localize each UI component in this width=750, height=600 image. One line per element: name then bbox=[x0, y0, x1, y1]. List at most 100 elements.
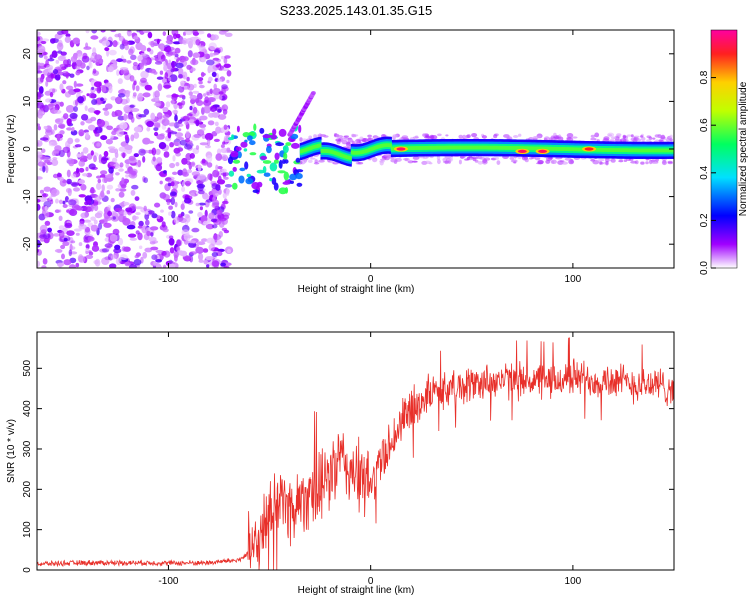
heatmap-cell bbox=[192, 52, 201, 58]
heatmap-cell bbox=[110, 96, 117, 101]
heatmap-cell bbox=[489, 145, 492, 150]
heatmap-cell bbox=[168, 211, 172, 216]
heatmap-cell bbox=[178, 85, 185, 93]
heatmap-cell bbox=[145, 219, 150, 226]
heatmap-cell bbox=[354, 150, 357, 155]
heatmap-cell bbox=[569, 147, 572, 152]
heatmap-cell bbox=[486, 145, 489, 150]
heatmap-cell bbox=[206, 264, 210, 268]
heatmap-cell bbox=[306, 147, 309, 152]
heatmap-cell bbox=[422, 146, 425, 150]
heatmap-cell bbox=[181, 157, 188, 165]
x-tick-label: 100 bbox=[565, 274, 582, 285]
heatmap-cell bbox=[193, 133, 202, 138]
heatmap-cell bbox=[150, 40, 155, 48]
heatmap-cell bbox=[186, 113, 193, 117]
heatmap-cell bbox=[192, 30, 198, 35]
heatmap-cell bbox=[189, 251, 197, 255]
heatmap-cell bbox=[471, 133, 478, 138]
heatmap-cell bbox=[108, 85, 113, 94]
heatmap-cell bbox=[256, 169, 265, 174]
heatmap-cell bbox=[144, 212, 150, 221]
heatmap-cell bbox=[55, 118, 64, 125]
heatmap-cell bbox=[119, 162, 124, 168]
heatmap-cell bbox=[177, 169, 184, 176]
heatmap-cell bbox=[119, 260, 126, 265]
heatmap-cell bbox=[379, 160, 384, 166]
heatmap-cell bbox=[599, 147, 602, 152]
heatmap-cell bbox=[329, 149, 332, 154]
heatmap-cell bbox=[67, 137, 74, 145]
heatmap-cell bbox=[271, 177, 277, 185]
heatmap-cell bbox=[566, 147, 569, 151]
heatmap-cell bbox=[655, 148, 658, 153]
heatmap-cell bbox=[39, 76, 44, 83]
heatmap-cell bbox=[93, 204, 99, 212]
heatmap-cell bbox=[62, 200, 66, 205]
heatmap-cell bbox=[90, 35, 99, 40]
heatmap-cell bbox=[302, 148, 305, 153]
heatmap-cell bbox=[508, 146, 511, 150]
heatmap-cell bbox=[477, 145, 480, 150]
heatmap-cell bbox=[295, 173, 303, 180]
heatmap-cell bbox=[108, 148, 117, 153]
y-tick-label: 10 bbox=[22, 95, 33, 107]
heatmap-cell bbox=[178, 94, 186, 98]
heatmap-cell bbox=[521, 146, 525, 150]
heatmap-cell bbox=[423, 136, 431, 139]
heatmap-cell bbox=[71, 127, 75, 132]
heatmap-cell bbox=[661, 148, 664, 153]
heatmap-cell bbox=[563, 147, 566, 151]
heatmap-cell bbox=[262, 160, 272, 164]
heatmap-cell bbox=[139, 245, 143, 250]
colorbar-gradient bbox=[710, 29, 738, 269]
heatmap-cell bbox=[58, 176, 64, 182]
heatmap-cell bbox=[169, 74, 178, 82]
heatmap-cell bbox=[140, 45, 147, 52]
heatmap-cell bbox=[457, 145, 460, 150]
heatmap-cell bbox=[187, 83, 195, 91]
heatmap-cell bbox=[458, 145, 461, 150]
heatmap-cell bbox=[185, 130, 190, 139]
heatmap-cell bbox=[612, 148, 616, 152]
heatmap-cell bbox=[125, 162, 130, 169]
heatmap-cell bbox=[202, 248, 209, 253]
heatmap-cell bbox=[313, 144, 316, 149]
heatmap-cell bbox=[594, 132, 600, 138]
heatmap-cell bbox=[167, 127, 171, 133]
heatmap-cell bbox=[97, 178, 102, 184]
heatmap-cell bbox=[40, 137, 49, 141]
heatmap-cell bbox=[625, 148, 628, 153]
heatmap-cell bbox=[249, 152, 257, 156]
heatmap-cell bbox=[45, 98, 52, 103]
heatmap-cell bbox=[186, 169, 193, 174]
heatmap-cell bbox=[88, 163, 96, 170]
heatmap-cell bbox=[54, 74, 61, 81]
heatmap-cell bbox=[63, 237, 68, 242]
heatmap-cell bbox=[441, 145, 444, 150]
heatmap-cell bbox=[161, 221, 166, 228]
heatmap-cell bbox=[65, 188, 72, 193]
heatmap-cell bbox=[103, 222, 112, 228]
heatmap-cell bbox=[88, 251, 94, 256]
heatmap-cell bbox=[333, 151, 337, 155]
heatmap-cell bbox=[217, 108, 222, 113]
heatmap-cell bbox=[474, 145, 477, 150]
heatmap-cell bbox=[175, 162, 180, 167]
heatmap-cell bbox=[343, 135, 349, 138]
heatmap-cell bbox=[517, 146, 520, 150]
heatmap-cell bbox=[199, 123, 207, 128]
heatmap-cell bbox=[75, 83, 84, 87]
heatmap-peak bbox=[584, 147, 594, 151]
heatmap-cell bbox=[213, 52, 220, 56]
heatmap-cell bbox=[80, 151, 84, 158]
heatmap-cell bbox=[65, 33, 71, 38]
heatmap-cell bbox=[318, 143, 321, 148]
heatmap-cell bbox=[208, 243, 215, 252]
y-tick-label: -10 bbox=[22, 189, 33, 204]
heatmap-cell bbox=[129, 104, 135, 108]
heatmap-cell bbox=[91, 86, 95, 91]
heatmap-cell bbox=[189, 95, 198, 100]
heatmap-cell bbox=[542, 146, 545, 151]
heatmap-cell bbox=[220, 144, 225, 149]
